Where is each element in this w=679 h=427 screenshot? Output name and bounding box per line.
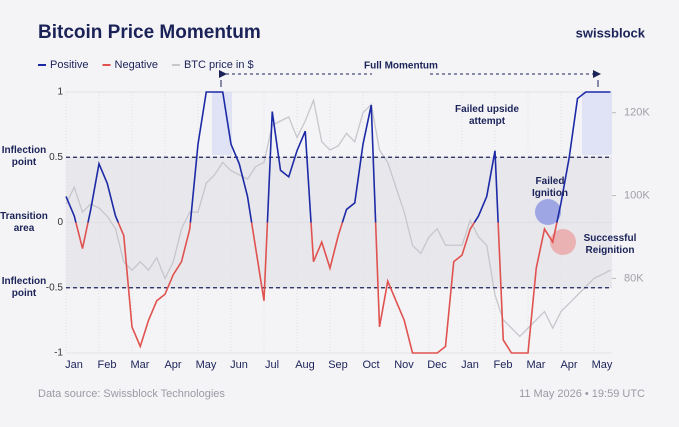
reignition-marker	[550, 229, 576, 255]
x-tick-label: Mar	[527, 359, 546, 371]
legend-label: Positive	[50, 59, 89, 71]
x-tick-label: May	[196, 359, 217, 371]
chart-title: Bitcoin Price Momentum	[38, 22, 261, 43]
side-label: Transition area	[0, 210, 48, 234]
x-tick-label: Jun	[230, 359, 248, 371]
y-tick-label: 1	[57, 87, 63, 98]
x-tick-label: Jan	[65, 359, 83, 371]
x-tick-label: Oct	[362, 359, 379, 371]
annotation: Full Momentum	[364, 61, 438, 72]
x-tick-label: Jul	[265, 359, 279, 371]
x-tick-label: Dec	[427, 359, 447, 371]
x-tick-label: May	[592, 359, 613, 371]
y2-tick-label: 120K	[624, 107, 650, 119]
side-label: Inflection point	[1, 145, 47, 169]
annotation: Successful Reignition	[583, 233, 637, 256]
y-tick-label: 0.5	[49, 152, 63, 163]
side-label: Inflection point	[1, 275, 47, 299]
y2-tick-label: 100K	[624, 189, 650, 201]
x-tick-label: Sep	[328, 359, 348, 371]
y-tick-label: 0	[57, 217, 63, 228]
x-tick-label: Jan	[461, 359, 479, 371]
timestamp: 11 May 2026 • 19:59 UTC	[519, 388, 645, 400]
x-tick-label: Mar	[131, 359, 150, 371]
full-momentum-shade	[212, 92, 232, 155]
x-tick-label: Apr	[164, 359, 181, 371]
x-tick-label: Aug	[295, 359, 315, 371]
failed-ignition-marker	[535, 199, 561, 225]
x-tick-label: Nov	[394, 359, 414, 371]
full-momentum-shade	[582, 92, 612, 155]
annotation: Failed Ignition	[531, 176, 569, 199]
x-tick-label: Apr	[560, 359, 577, 371]
legend-label: Negative	[115, 59, 158, 71]
annotation: Failed upside attempt	[455, 104, 519, 127]
x-tick-label: Feb	[98, 359, 117, 371]
source: Data source: Swissblock Technologies	[38, 388, 225, 400]
legend-label: BTC price in $	[184, 59, 254, 71]
y2-tick-label: 80K	[624, 272, 644, 284]
momentum-line	[75, 222, 558, 354]
price-line	[65, 98, 611, 338]
x-tick-label: Feb	[494, 359, 513, 371]
y-tick-label: -0.5	[46, 282, 64, 293]
y-tick-label: -1	[54, 348, 63, 359]
brand: swissblock	[576, 25, 646, 40]
